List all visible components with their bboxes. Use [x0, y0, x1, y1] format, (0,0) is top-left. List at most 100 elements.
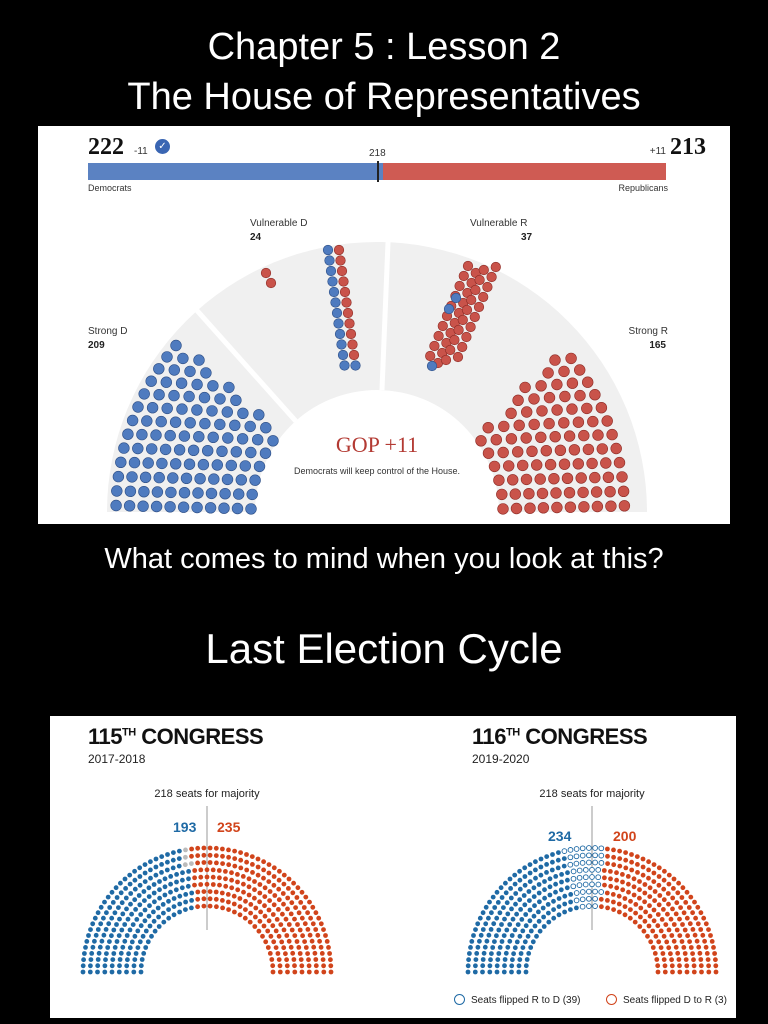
strong-r-seat	[616, 471, 628, 483]
congress-115-rep-seat	[294, 895, 300, 900]
congress-116-dem-seat	[514, 911, 519, 917]
congress-116-rep-seat	[686, 905, 692, 910]
congress-116-rep-seat	[598, 896, 604, 902]
congress-115-dem-seat	[152, 899, 157, 905]
congress-116-dem-seat	[487, 969, 493, 975]
congress-116-rep-seat	[653, 933, 659, 939]
vulnerable-r-seat	[462, 260, 474, 272]
congress-116-rep-seat	[641, 928, 647, 934]
congress-115-dem-seat	[164, 867, 170, 873]
congress-115-dem-seat	[81, 957, 86, 963]
strong-r-seat	[549, 354, 561, 366]
strong-d-seat	[161, 351, 173, 363]
congress-115-rep-seat	[321, 927, 326, 932]
congress-115-rep-seat	[310, 904, 316, 910]
strong-r-seat	[589, 471, 601, 484]
dem-seat-change: -11	[134, 146, 148, 157]
strong-r-seat	[568, 444, 581, 456]
congress-115-dem-seat	[177, 893, 183, 899]
vulnerable-d-seat-flip	[348, 349, 360, 361]
congress-116-rep-seat	[620, 887, 626, 893]
congress-115-rep-seat	[294, 939, 300, 944]
strong-r-seat	[551, 378, 563, 391]
congress-116-rep-seat	[608, 876, 613, 882]
congress-115-rep-seat	[195, 896, 201, 902]
congress-116-rep-seat	[669, 957, 674, 963]
check-icon: ✓	[155, 139, 170, 154]
vulnerable-r-seat	[465, 321, 476, 333]
congress-115-rep-seat	[226, 854, 232, 860]
congress-115-rep-seat	[321, 963, 326, 969]
congress-115-dem-seat	[103, 927, 109, 932]
congress-116-rep-seat	[677, 916, 682, 922]
congress-116-flipped-r-to-d-seat	[589, 874, 595, 880]
slide-title-line1: Chapter 5 : Lesson 2	[207, 26, 561, 68]
strong-r-seat	[572, 458, 584, 470]
congress-115-dem-seat	[142, 918, 148, 924]
congress-116-dem-seat	[536, 909, 541, 915]
congress-116-dem-seat	[499, 939, 505, 944]
congress-116-dem-seat	[522, 902, 528, 908]
strong-d-seat	[126, 471, 138, 483]
congress-116-rep-seat	[617, 848, 622, 854]
strong-r-seat	[542, 367, 554, 379]
congress-116-dem-seat	[538, 872, 544, 878]
congress-116-flipped-r-to-d-seat	[595, 881, 602, 888]
congress-115-dem-seat	[114, 922, 119, 927]
congress-115-rep-seat	[299, 963, 305, 969]
congress-116-flipped-r-to-d-seat	[592, 859, 598, 866]
strong-r-seat	[581, 402, 593, 415]
congress-116-dem-seat	[502, 963, 507, 969]
strong-d-seat	[184, 365, 196, 378]
congress-115-dem-seat	[111, 927, 117, 933]
congress-116-rep-seat	[677, 969, 683, 975]
strong-d-seat	[218, 502, 230, 514]
congress-115-rep-seat	[288, 911, 294, 917]
vulnerable-r-seat	[454, 280, 465, 292]
congress-116-rep-seat	[604, 890, 610, 896]
congress-115-dem-seat	[170, 857, 176, 863]
congress-115-dem-seat	[124, 933, 130, 938]
congress-115-dem-seat	[146, 913, 152, 919]
congress-116-dem-seat	[547, 876, 553, 882]
congress-115-rep-seat	[276, 907, 281, 912]
congress-115-dem-seat	[183, 892, 189, 897]
congress-116-dem-seat	[565, 877, 570, 883]
strong-d-seat	[245, 446, 257, 459]
congress-115-rep-seat	[275, 951, 281, 956]
congress-115-rep-seat	[273, 945, 279, 950]
vulnerable-r-label: Vulnerable R	[470, 218, 528, 229]
strong-r-seat	[587, 415, 599, 428]
strong-r-seat	[550, 487, 562, 499]
congress-116-dem-seat	[480, 957, 486, 962]
congress-116-rep-seat	[668, 916, 674, 922]
congress-115-rep-seat	[223, 869, 228, 874]
congress-116-rep-seat	[681, 910, 687, 916]
congress-116-dem-seat	[507, 876, 513, 882]
congress-116-flipped-r-to-d-seat	[573, 853, 580, 860]
congress-115-rep-seat	[250, 870, 255, 875]
strong-d-seat	[173, 444, 186, 456]
congress-115-dem-seat	[86, 933, 91, 938]
congress-116-rep-seat	[692, 932, 698, 938]
congress-116-flipped-r-to-d-seat	[576, 882, 583, 888]
congress-116-rep-seat	[637, 879, 642, 884]
strong-r-seat	[558, 365, 570, 378]
strong-d-seat	[230, 446, 243, 458]
congress-116-rep-seat	[661, 897, 667, 903]
congress-115-dem-seat	[132, 886, 138, 892]
congress-115-rep-seat	[243, 898, 248, 904]
congress-116-dem-seat	[522, 939, 528, 945]
congress-116-rep-seat	[671, 922, 677, 927]
vulnerable-d-seat-flip	[336, 265, 348, 277]
congress-116-rep-seat	[605, 853, 610, 859]
congress-116-dem-seat	[537, 928, 543, 934]
congress-116-dem-seat	[551, 907, 556, 912]
congress-115-dem-seat	[186, 876, 191, 882]
congress-115-dem-seat	[151, 890, 157, 896]
vulnerable-d-seat-flip	[344, 318, 355, 329]
congress-116-rep-seat	[661, 933, 667, 939]
strong-d-seat	[175, 377, 188, 389]
congress-116-dem-seat	[527, 870, 533, 876]
congress-115-rep-seat	[296, 910, 302, 916]
